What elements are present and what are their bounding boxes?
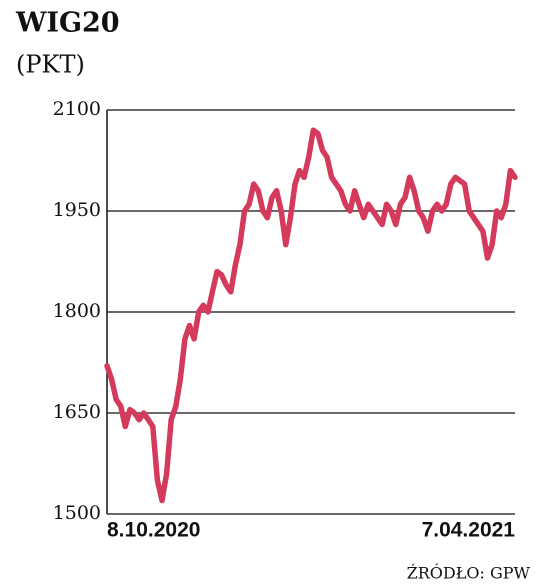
y-tick-label: 1650 (53, 401, 101, 423)
chart-subtitle: (PKT) (16, 51, 85, 79)
y-tick-label: 1800 (53, 300, 101, 322)
chart-title: WIG20 (15, 8, 120, 39)
y-tick-label: 2100 (53, 98, 101, 120)
y-tick-label: 1950 (53, 199, 101, 221)
data-line (104, 127, 518, 504)
y-tick-label: 1500 (53, 502, 101, 524)
x-tick-label: 7.04.2021 (422, 519, 516, 542)
source: ŹRÓDŁO: GPW (407, 563, 531, 583)
x-tick-label: 8.10.2020 (107, 519, 200, 542)
